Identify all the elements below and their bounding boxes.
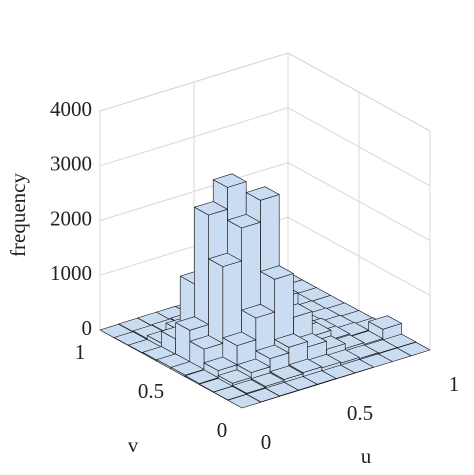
bar-top (208, 252, 242, 267)
bar-top (241, 303, 275, 319)
bar-top (203, 356, 238, 371)
y-tick-label: 0.5 (138, 379, 164, 403)
bar-top (368, 315, 402, 330)
bar-top (274, 333, 308, 348)
x-tick-label: 0 (261, 430, 272, 454)
bar-top (260, 265, 294, 280)
bar-top (269, 365, 304, 380)
bar-top (288, 358, 323, 373)
z-tick-label: 2000 (50, 206, 92, 230)
grid-line (99, 52, 431, 132)
z-tick-label: 1000 (50, 261, 92, 285)
z-tick-label: 4000 (50, 97, 92, 121)
bar-top (170, 361, 205, 376)
bar-top (232, 379, 266, 394)
bar-top (222, 331, 257, 346)
bar-top (227, 394, 262, 409)
x-axis-label: u (361, 444, 372, 468)
z-axis-label: frequency (6, 173, 30, 257)
bar-top (217, 369, 252, 384)
bar-top (227, 214, 261, 229)
x-tick-label: 0.5 (347, 401, 373, 425)
y-tick-label: 0 (217, 418, 228, 442)
y-axis-label: v (128, 433, 139, 457)
bar-top (194, 201, 228, 216)
bar-top (236, 358, 271, 373)
bar-top (255, 344, 290, 359)
z-tick-label: 3000 (50, 152, 92, 176)
bar (227, 394, 262, 409)
bar-top (175, 316, 209, 331)
y-tick-label: 1 (75, 340, 86, 364)
bar-top (250, 372, 285, 387)
x-tick-label: 1 (449, 372, 460, 396)
bar-top (245, 186, 280, 201)
bar-top (189, 335, 224, 350)
z-tick-label: 0 (82, 316, 93, 340)
bar-top (184, 369, 219, 384)
bar (368, 315, 402, 341)
grid-line (99, 107, 431, 187)
bar-top (212, 173, 247, 188)
